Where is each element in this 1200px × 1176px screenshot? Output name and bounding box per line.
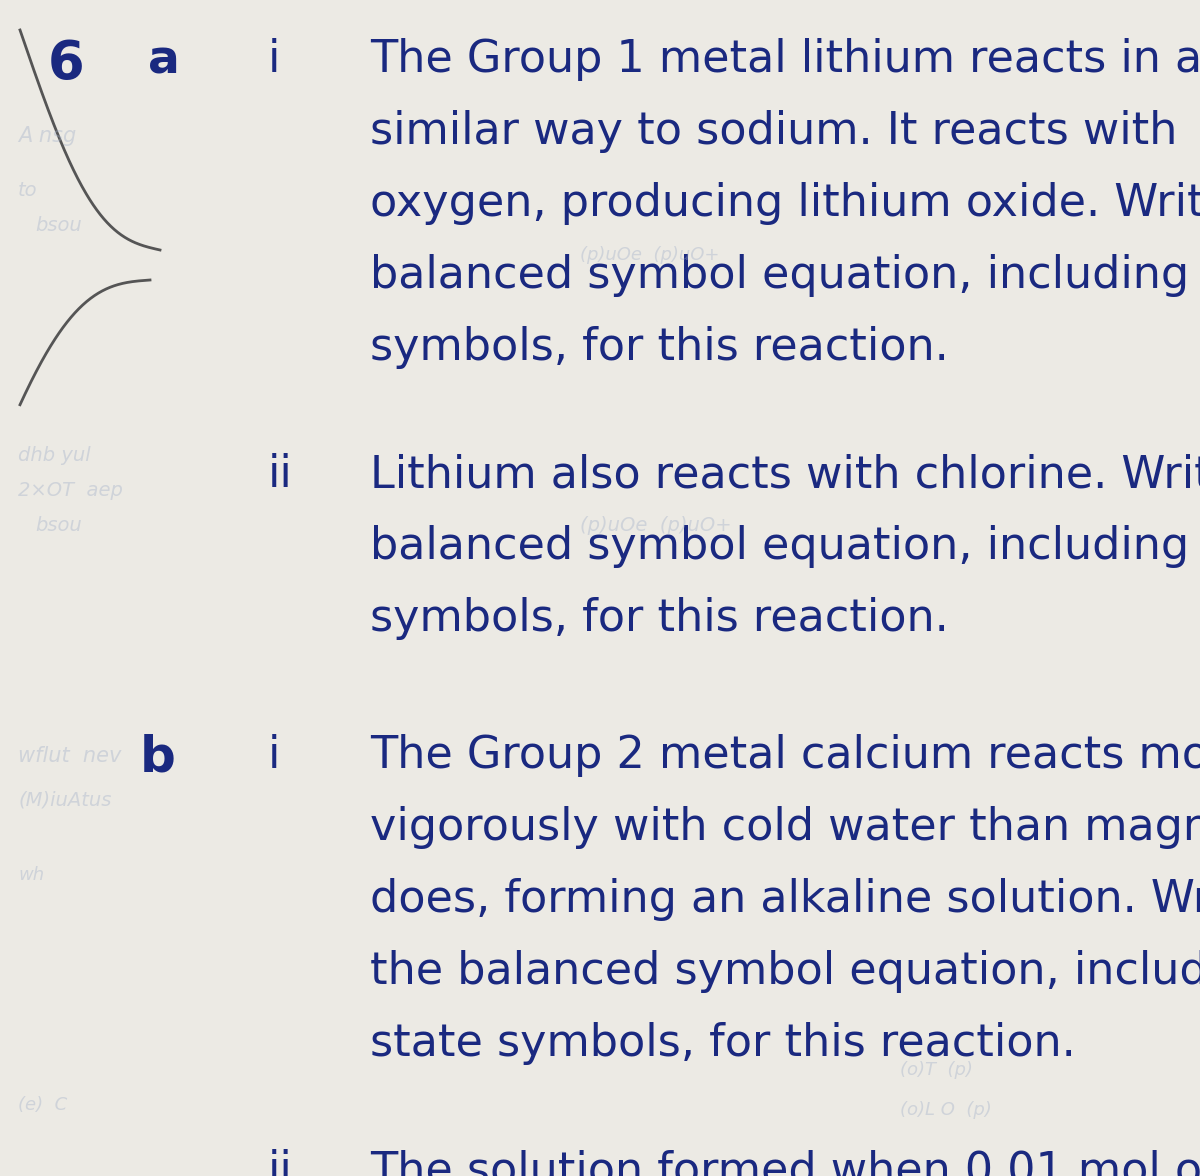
Text: wh: wh — [18, 866, 44, 884]
Text: bsou: bsou — [35, 516, 82, 535]
Text: A nsg: A nsg — [18, 126, 77, 146]
Text: 6: 6 — [48, 38, 85, 91]
Text: similar way to sodium. It reacts with: similar way to sodium. It reacts with — [370, 111, 1177, 153]
Text: The solution formed when 0.01 mol of: The solution formed when 0.01 mol of — [370, 1149, 1200, 1176]
Text: does, forming an alkaline solution. Write: does, forming an alkaline solution. Writ… — [370, 878, 1200, 921]
Text: (o)T  (p): (o)T (p) — [900, 1061, 973, 1080]
Text: a: a — [148, 38, 180, 83]
Text: dhb yul: dhb yul — [18, 446, 91, 465]
Text: wflut  nev: wflut nev — [18, 746, 121, 766]
Text: balanced symbol equation, including state: balanced symbol equation, including stat… — [370, 524, 1200, 568]
Text: Lithium also reacts with chlorine. Write the: Lithium also reacts with chlorine. Write… — [370, 453, 1200, 496]
Text: state symbols, for this reaction.: state symbols, for this reaction. — [370, 1022, 1075, 1065]
Text: bsou: bsou — [35, 216, 82, 235]
Text: (p)uOe  (p)uO+: (p)uOe (p)uO+ — [580, 516, 732, 535]
Text: oxygen, producing lithium oxide. Write the: oxygen, producing lithium oxide. Write t… — [370, 182, 1200, 225]
Text: to: to — [18, 181, 37, 200]
Text: symbols, for this reaction.: symbols, for this reaction. — [370, 597, 949, 640]
Text: the balanced symbol equation, including: the balanced symbol equation, including — [370, 950, 1200, 993]
Text: i: i — [268, 734, 281, 777]
Text: i: i — [268, 38, 281, 81]
Text: ii: ii — [268, 1149, 293, 1176]
Text: (o)L O  (p): (o)L O (p) — [900, 1101, 991, 1120]
Text: b: b — [140, 734, 176, 782]
Text: The Group 2 metal calcium reacts more: The Group 2 metal calcium reacts more — [370, 734, 1200, 777]
Text: 2×OT  aep: 2×OT aep — [18, 481, 122, 500]
Text: symbols, for this reaction.: symbols, for this reaction. — [370, 326, 949, 369]
Text: ii: ii — [268, 453, 293, 496]
Text: balanced symbol equation, including state: balanced symbol equation, including stat… — [370, 254, 1200, 298]
Text: vigorously with cold water than magnesium: vigorously with cold water than magnesiu… — [370, 806, 1200, 849]
Text: (M)iuAtus: (M)iuAtus — [18, 791, 112, 810]
Text: (e)  C: (e) C — [18, 1096, 67, 1114]
Text: The Group 1 metal lithium reacts in a: The Group 1 metal lithium reacts in a — [370, 38, 1200, 81]
Text: (p)uOe  (p)uO+: (p)uOe (p)uO+ — [580, 246, 720, 263]
